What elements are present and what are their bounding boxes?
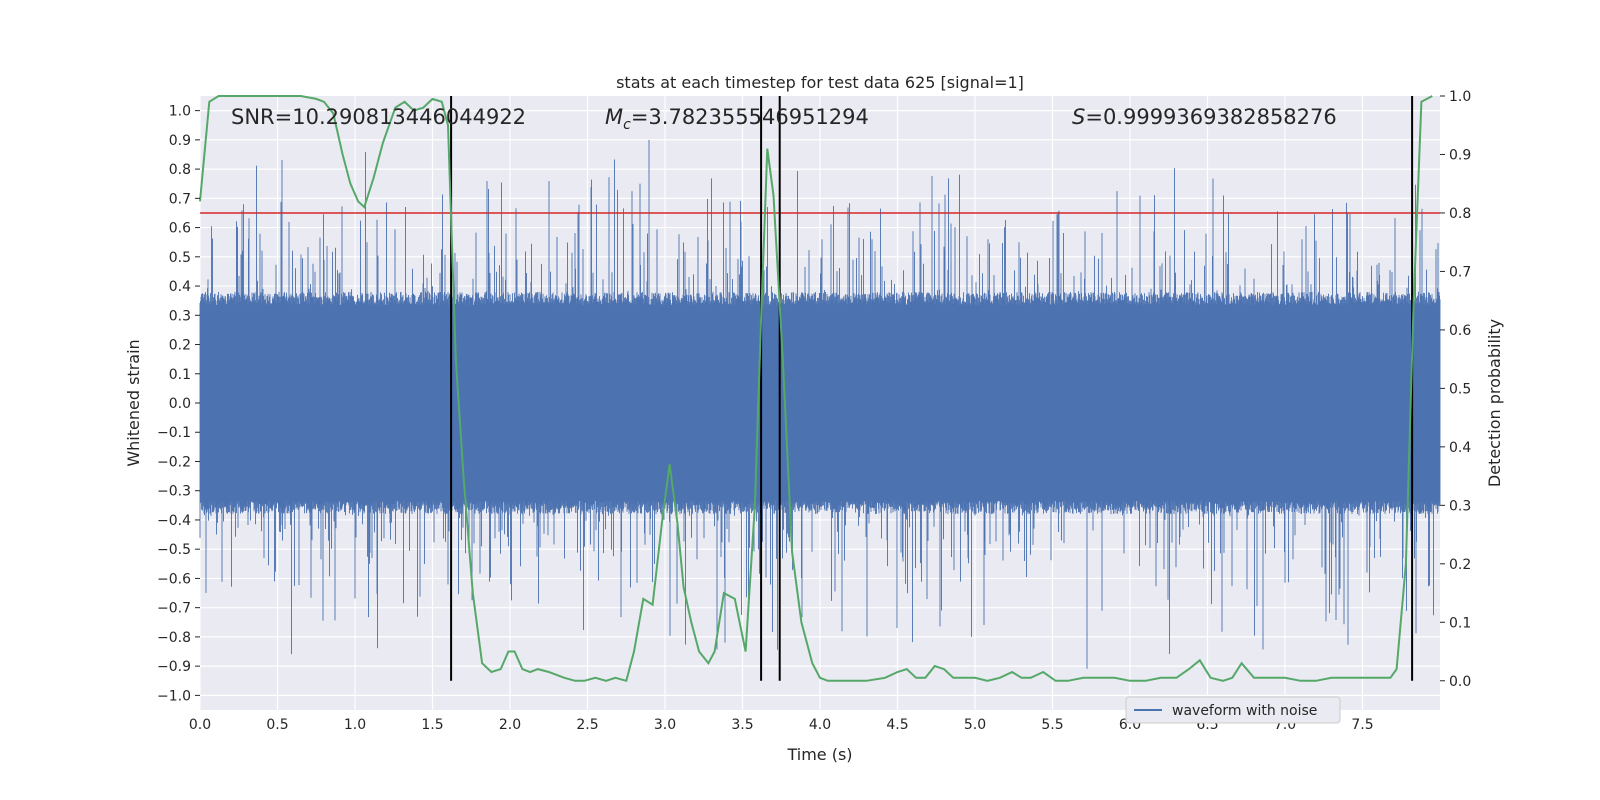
x-tick-label: 0.5 — [266, 717, 288, 733]
annotation-chirp-mass-value: =3.782355546951294 — [631, 105, 869, 129]
legend: waveform with noise — [1125, 696, 1341, 724]
y-right-tick-label: 1.0 — [1449, 89, 1471, 105]
series-detection-probability — [199, 95, 1433, 683]
y-axis-label-left: Whitened strain — [124, 339, 143, 466]
x-tick-label: 4.0 — [809, 717, 831, 733]
y-right-tick-labels: 1.0 0.9 0.8 0.7 0.6 0.5 0.4 0.3 0.2 0.1 0.0 — [1440, 89, 1471, 690]
y-left-tick-label: 0.2 — [169, 338, 191, 354]
y-left-tick-label: −0.5 — [157, 542, 191, 558]
y-left-tick-label: −1.0 — [157, 688, 191, 704]
y-left-tick-label: 0.1 — [169, 367, 191, 383]
x-tick-label: 3.0 — [654, 717, 676, 733]
y-left-tick-label: 0.3 — [169, 308, 191, 324]
annotation-snr: SNR=10.290813446044922 — [231, 105, 526, 129]
y-left-tick-label: −0.4 — [157, 513, 191, 529]
annotation-s-value: =0.9999369382858276 — [1085, 105, 1336, 129]
y-left-tick-label: 0.5 — [169, 250, 191, 266]
y-left-tick-label: 0.7 — [169, 191, 191, 207]
y-left-tick-label: −0.8 — [157, 630, 191, 646]
y-right-tick-label: 0.7 — [1449, 264, 1471, 280]
y-left-tick-label: −0.9 — [157, 659, 191, 675]
y-right-tick-label: 0.9 — [1449, 147, 1471, 163]
y-right-tick-label: 0.2 — [1449, 557, 1471, 573]
x-tick-label: 2.5 — [576, 717, 598, 733]
annotation-chirp-mass-symbol: M — [605, 105, 623, 129]
x-tick-label: 0.0 — [189, 717, 211, 733]
legend-box — [1125, 696, 1341, 724]
legend-entry: waveform with noise — [1172, 703, 1317, 719]
y-left-tick-label: −0.7 — [157, 601, 191, 617]
x-tick-label: 2.0 — [499, 717, 521, 733]
x-tick-label: 1.5 — [421, 717, 443, 733]
y-left-tick-label: −0.6 — [157, 571, 191, 587]
x-axis-label: Time (s) — [786, 745, 852, 764]
y-left-tick-label: −0.3 — [157, 484, 191, 500]
y-left-tick-label: 0.8 — [169, 162, 191, 178]
y-right-tick-label: 0.8 — [1449, 206, 1471, 222]
annotation-chirp-mass-subscript: c — [623, 117, 631, 133]
x-tick-label: 3.5 — [731, 717, 753, 733]
y-left-tick-label: 0.9 — [169, 133, 191, 149]
y-left-tick-label: 0.0 — [169, 396, 191, 412]
y-right-tick-label: 0.3 — [1449, 498, 1471, 514]
y-right-tick-label: 0.5 — [1449, 381, 1471, 397]
y-left-tick-label: 0.4 — [169, 279, 191, 295]
y-axis-label-right: Detection probability — [1485, 319, 1504, 487]
x-tick-label: 7.5 — [1351, 717, 1373, 733]
annotation-s: S=0.9999369382858276 — [1072, 105, 1337, 129]
y-left-tick-label: −0.2 — [157, 454, 191, 470]
x-tick-label: 1.0 — [344, 717, 366, 733]
annotation-chirp-mass: Mc=3.782355546951294 — [605, 105, 869, 133]
y-right-tick-label: 0.4 — [1449, 440, 1471, 456]
chart-title: stats at each timestep for test data 625… — [616, 73, 1024, 92]
y-right-tick-label: 0.6 — [1449, 323, 1471, 339]
x-tick-label: 5.0 — [964, 717, 986, 733]
series-waveform-with-noise — [199, 139, 1441, 669]
y-right-tick-label: 0.0 — [1449, 674, 1471, 690]
y-left-tick-label: 0.6 — [169, 221, 191, 237]
x-tick-label: 4.5 — [886, 717, 908, 733]
y-left-tick-label: −0.1 — [157, 425, 191, 441]
y-right-tick-label: 0.1 — [1449, 615, 1471, 631]
x-tick-label: 5.5 — [1041, 717, 1063, 733]
annotation-s-symbol: S — [1072, 105, 1085, 129]
y-left-tick-label: 1.0 — [169, 104, 191, 120]
y-left-tick-labels: 1.0 0.9 0.8 0.7 0.6 0.5 0.4 0.3 0.2 0.1 0.0 −0.1 −0.… — [157, 104, 200, 704]
noise-core — [200, 305, 1440, 501]
